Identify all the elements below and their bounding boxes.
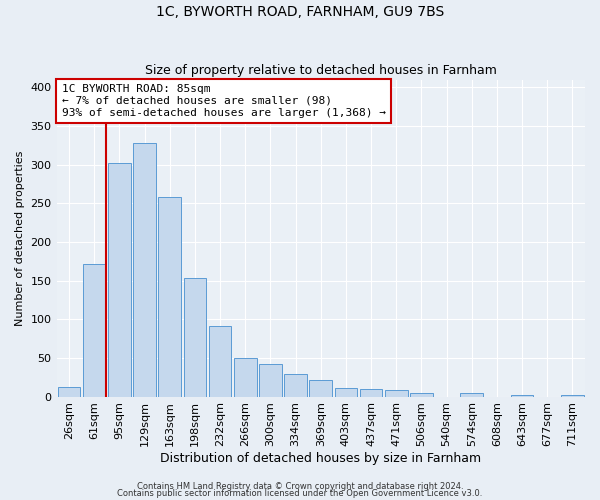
Text: 1C BYWORTH ROAD: 85sqm
← 7% of detached houses are smaller (98)
93% of semi-deta: 1C BYWORTH ROAD: 85sqm ← 7% of detached …	[62, 84, 386, 117]
Bar	[561, 395, 584, 396]
Bar	[511, 395, 533, 396]
Text: Contains public sector information licensed under the Open Government Licence v3: Contains public sector information licen…	[118, 488, 482, 498]
Bar	[360, 389, 382, 396]
Bar	[158, 197, 181, 396]
Title: Size of property relative to detached houses in Farnham: Size of property relative to detached ho…	[145, 64, 497, 77]
Bar	[234, 358, 257, 397]
Text: Contains HM Land Registry data © Crown copyright and database right 2024.: Contains HM Land Registry data © Crown c…	[137, 482, 463, 491]
Bar	[108, 163, 131, 396]
Bar	[310, 380, 332, 396]
Bar	[284, 374, 307, 396]
Bar	[385, 390, 407, 396]
Bar	[133, 143, 156, 397]
Bar	[58, 388, 80, 396]
Bar	[259, 364, 282, 396]
Text: 1C, BYWORTH ROAD, FARNHAM, GU9 7BS: 1C, BYWORTH ROAD, FARNHAM, GU9 7BS	[156, 5, 444, 19]
Bar	[410, 394, 433, 396]
Bar	[184, 278, 206, 396]
Bar	[209, 326, 232, 396]
Bar	[460, 394, 483, 396]
Bar	[335, 388, 357, 396]
Y-axis label: Number of detached properties: Number of detached properties	[15, 150, 25, 326]
Bar	[83, 264, 106, 396]
X-axis label: Distribution of detached houses by size in Farnham: Distribution of detached houses by size …	[160, 452, 481, 465]
